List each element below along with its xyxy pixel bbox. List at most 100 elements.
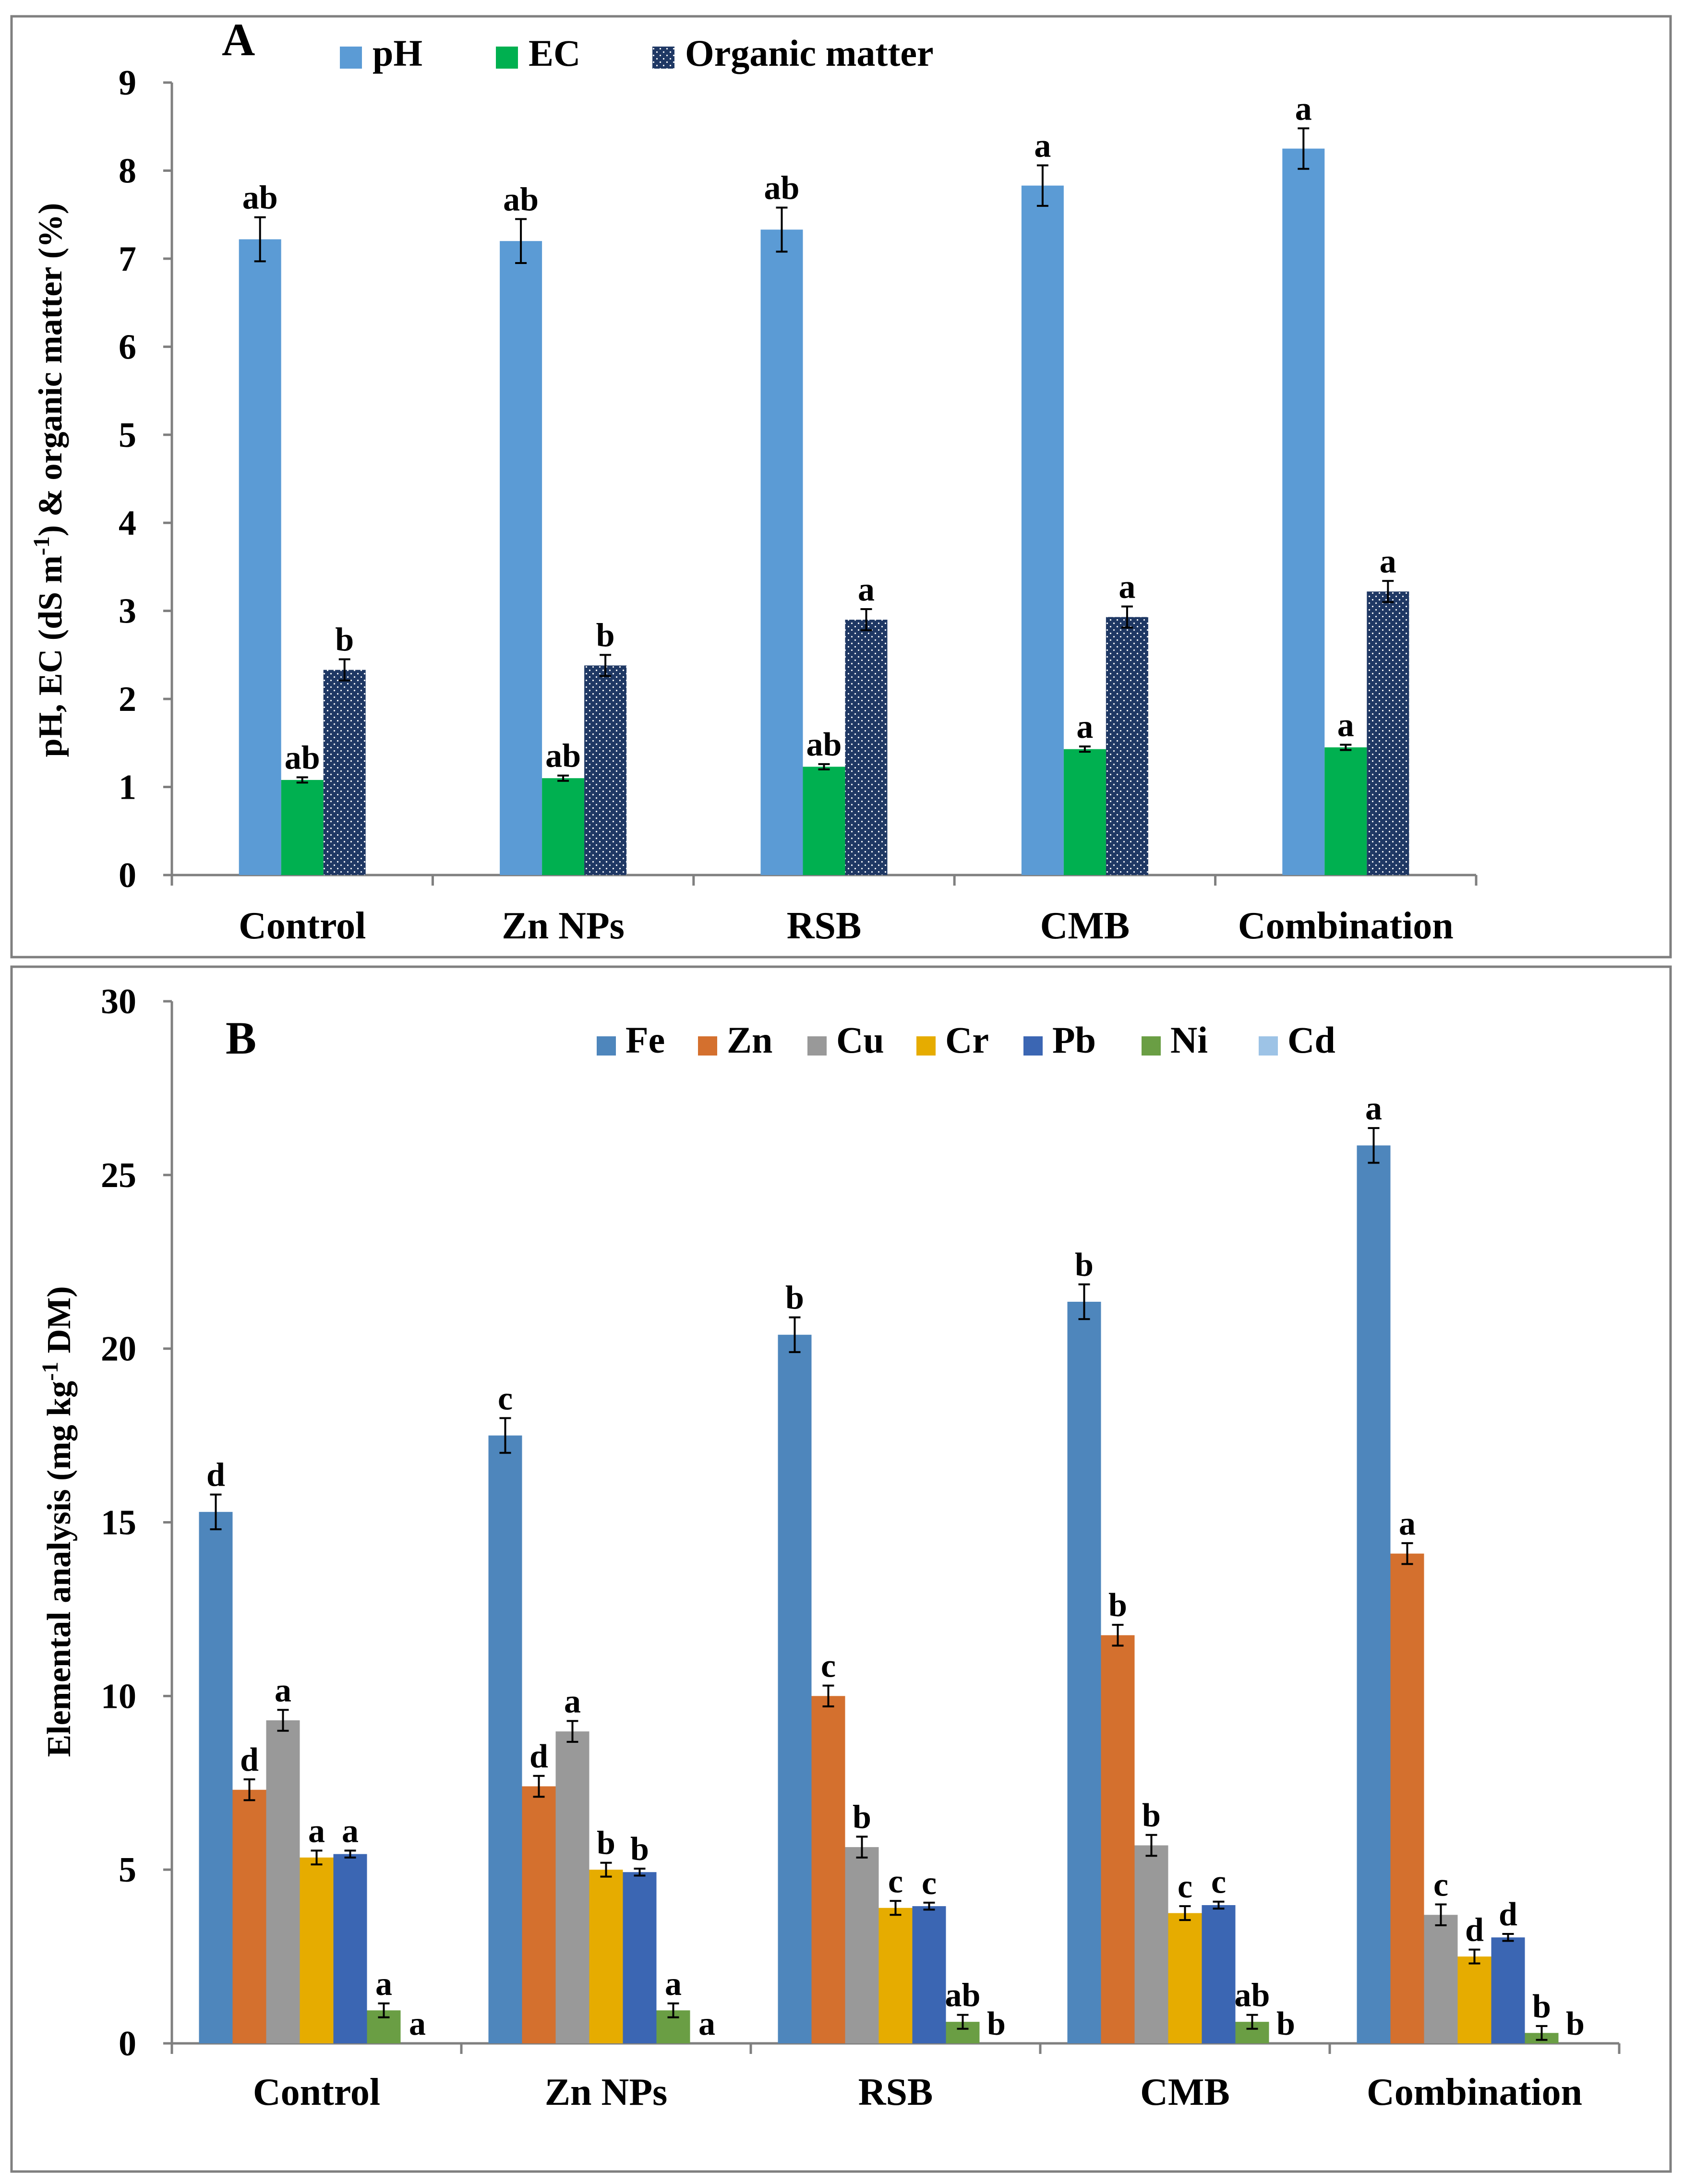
panel-b-significance-letter: b [1532,1988,1551,2025]
panel-b-bar-fe-cmb [1067,1301,1101,2043]
panel-b-significance-letter: ab [945,1977,981,2014]
panel-a-legend-label-ec: EC [529,32,580,74]
panel-a-category-label: Combination [1238,905,1454,947]
panel-b-y-tick-label: 10 [101,1677,136,1716]
panel-b-significance-letter: a [564,1683,581,1720]
panel-a-significance-letter: ab [285,739,320,776]
panel-a-legend-swatch-organic-matter [652,47,674,69]
panel-b-bar-fe-control [199,1512,233,2043]
panel-b-significance-letter: b [597,1825,615,1862]
panel-b-y-tick-label: 20 [101,1330,136,1369]
panel-a-category-label: RSB [787,905,862,947]
panel-a-bar-organic-matter-rsb [845,620,888,875]
panel-b-significance-letter: b [1075,1247,1094,1284]
panel-a-category-label: Control [239,905,366,947]
panel-b-bar-pb-cmb [1202,1905,1236,2043]
panel-b-significance-letter: a [342,1812,359,1849]
panel-a-y-tick-label: 6 [119,327,136,367]
panel-a-significance-letter: a [1380,543,1396,580]
panel-b-bar-zn-cmb [1101,1635,1135,2043]
panel-a-bar-ph-cmb [1021,185,1064,875]
panel-a-significance-letter: ab [545,738,581,775]
panel-b-bar-pb-rsb [912,1906,946,2043]
panel-a-label: A [222,14,255,65]
panel-b-bar-fe-rsb [778,1334,812,2043]
y-axis-label-superscript: -1 [37,1362,63,1381]
panel-a-category-label: CMB [1040,905,1130,947]
panel-b-chart: B 0 5 10 15 20 25 30 Control Zn NPs RSB CMB Combinat… [37,982,1621,2113]
panel-b-bar-cu-zn-nps [555,1731,589,2043]
panel-a-bar-ph-rsb [760,229,803,875]
panel-b-bar-cr-rsb [878,1908,913,2043]
y-axis-label-part: Elemental analysis (mg kg [41,1381,78,1757]
panel-a-bar-ec-rsb [803,767,845,875]
panel-b-legend-swatch-pb [1023,1036,1043,1056]
panel-a-y-tick-label: 0 [119,856,136,895]
panel-b-significance-letter: a [308,1812,325,1849]
y-axis-label-superscript: -1 [29,536,54,555]
panel-b-bar-fe-combination [1357,1145,1391,2043]
panel-b-legend-label-cd: Cd [1287,1019,1335,1061]
panel-b-significance-letter: c [498,1380,513,1417]
panel-b-significance-letter: d [529,1738,548,1775]
panel-a-y-tick-label: 9 [119,63,136,103]
panel-b-significance-letter: a [409,2005,426,2042]
y-axis-label-part: pH, EC (dS m [32,555,69,757]
panel-b-significance-letter: a [275,1672,291,1709]
panel-b-significance-letter: a [698,2005,715,2042]
panel-b-significance-letter: d [1499,1896,1517,1933]
panel-b-y-tick-label: 25 [101,1156,136,1195]
panel-a-bar-organic-matter-cmb [1106,617,1148,875]
panel-b-bar-cr-cmb [1168,1913,1202,2043]
panel-b-y-tick-label: 5 [119,1850,136,1890]
panel-a-bar-ph-combination [1282,148,1325,875]
panel-b-category-label: CMB [1140,2071,1230,2113]
panel-b-category-label: RSB [858,2071,933,2113]
panel-a-significance-letter: ab [503,181,539,218]
panel-a-y-tick-label: 5 [119,416,136,455]
panel-a-significance-letter: ab [764,169,800,206]
panel-b-bar-cu-cmb [1134,1845,1168,2043]
panel-b-significance-letter: d [1465,1912,1484,1949]
panel-b-significance-letter: a [1365,1090,1382,1127]
panel-a-bar-organic-matter-zn-nps [584,665,627,875]
panel-a-bar-ph-zn-nps [500,241,542,876]
panel-b-category-label: Control [253,2071,380,2113]
panel-b-significance-letter: a [1399,1505,1416,1542]
panel-a-y-tick-label: 4 [119,504,136,543]
panel-b-bar-pb-combination [1491,1937,1525,2043]
panel-a-significance-letter: ab [242,180,278,216]
panel-a-significance-letter: b [596,617,615,654]
panel-b-significance-letter: c [1178,1868,1192,1905]
panel-b-legend-label-pb: Pb [1052,1019,1096,1061]
panel-a-y-tick-label: 7 [119,240,136,279]
panel-b-y-tick-label: 15 [101,1503,136,1543]
panel-b-significance-letter: b [1566,2005,1585,2042]
panel-b-bar-cu-rsb [845,1847,879,2043]
panel-b-bar-cr-combination [1457,1956,1492,2043]
panel-b-significance-letter: c [922,1865,937,1902]
panel-b-legend-swatch-cr [916,1036,936,1056]
panel-a-bar-ec-control [281,780,324,875]
panel-a-significance-letter: a [1337,707,1354,744]
panel-a-significance-letter: ab [806,726,842,763]
panel-b-y-tick-label: 0 [119,2024,136,2064]
panel-b-bar-pb-control [333,1854,367,2043]
panel-b-label: B [226,1012,256,1064]
panel-b-legend-swatch-cu [807,1036,827,1056]
panel-a-y-tick-label: 1 [119,768,136,807]
panel-a-bar-ec-zn-nps [542,778,585,875]
panel-b-legend-swatch-fe [597,1036,616,1056]
panel-b-significance-letter: b [1108,1587,1127,1624]
panel-b-significance-letter: a [375,1966,392,2003]
panel-b-significance-letter: c [821,1648,836,1685]
panel-b-significance-letter: b [1276,2005,1295,2042]
panel-b-significance-letter: b [630,1831,649,1868]
panel-a-legend-swatch-ph [340,47,362,69]
panel-b-significance-letter: b [785,1280,804,1317]
panel-b-significance-letter: d [240,1741,259,1778]
panel-b-significance-letter: c [888,1863,903,1900]
panel-b-bar-cu-control [266,1720,300,2043]
panel-b-bar-cr-control [300,1857,334,2043]
